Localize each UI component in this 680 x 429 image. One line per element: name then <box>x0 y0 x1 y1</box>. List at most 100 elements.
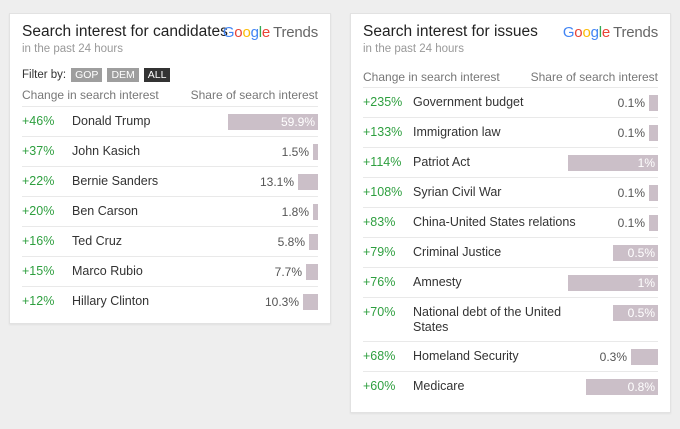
share-cell: 0.1% <box>558 215 658 231</box>
issues-title: Search interest for issues <box>363 23 538 40</box>
share-bar <box>306 264 318 280</box>
filter-dem-button[interactable]: DEM <box>107 67 139 82</box>
share-value: 7.7% <box>274 265 302 279</box>
item-name: Criminal Justice <box>413 245 502 259</box>
change-value: +83% <box>363 215 396 229</box>
change-value: +70% <box>363 305 396 319</box>
share-value: 13.1% <box>259 175 294 189</box>
share-bar <box>313 144 318 160</box>
issues-subtitle: in the past 24 hours <box>363 43 465 55</box>
share-cell: 13.1% <box>218 174 318 190</box>
candidates-list: +46% Donald Trump 59.9% +37% John Kasich 1.5%… <box>22 106 318 316</box>
list-item: +15% Marco Rubio 7.7% <box>22 256 318 286</box>
change-value: +12% <box>22 294 55 308</box>
change-value: +46% <box>22 114 55 128</box>
share-value: 0.5% <box>627 306 655 320</box>
item-name: John Kasich <box>72 144 141 158</box>
google-trends-logo: Google Trends <box>223 24 318 41</box>
filter-gop-button[interactable]: GOP <box>71 67 103 82</box>
change-value: +60% <box>363 379 396 393</box>
share-bar <box>298 174 318 190</box>
change-value: +37% <box>22 144 55 158</box>
google-logo-letter: e <box>261 24 271 41</box>
share-cell: 1% <box>558 155 658 171</box>
item-name: National debt of the United States <box>413 305 562 334</box>
item-name: Ben Carson <box>72 204 139 218</box>
google-logo-word: Google <box>563 24 610 41</box>
share-bar: 0.8% <box>586 379 658 395</box>
google-logo-letter: e <box>601 24 611 41</box>
share-value: 1% <box>637 276 655 290</box>
share-cell: 5.8% <box>218 234 318 250</box>
issues-header: Search interest for issues Google Trends <box>363 23 658 43</box>
share-cell: 0.5% <box>558 245 658 261</box>
item-name: Homeland Security <box>413 349 519 363</box>
issues-card: Search interest for issues Google Trends … <box>350 13 671 413</box>
share-bar: 1% <box>568 155 658 171</box>
share-cell: 1.8% <box>218 204 318 220</box>
item-name: Government budget <box>413 95 524 109</box>
column-header-share: Share of search interest <box>190 88 318 102</box>
filter-all-button[interactable]: ALL <box>143 67 171 82</box>
trends-logo-word: Trends <box>273 24 318 41</box>
google-logo-letter: g <box>250 24 259 41</box>
change-value: +15% <box>22 264 55 278</box>
item-name: Ted Cruz <box>72 234 123 248</box>
change-value: +235% <box>363 95 403 109</box>
share-value: 0.8% <box>627 380 655 394</box>
share-value: 10.3% <box>264 295 299 309</box>
column-header-share: Share of search interest <box>530 70 658 84</box>
trends-logo-word: Trends <box>613 24 658 41</box>
item-name: China-United States relations <box>413 215 576 229</box>
list-item: +37% John Kasich 1.5% <box>22 136 318 166</box>
share-value: 0.3% <box>599 350 627 364</box>
share-bar: 59.9% <box>228 114 318 130</box>
item-name: Hillary Clinton <box>72 294 150 308</box>
share-value: 1.5% <box>281 145 309 159</box>
filter-bar: Filter by: GOP DEM ALL <box>22 67 175 82</box>
share-bar <box>649 125 658 141</box>
share-cell: 0.5% <box>558 305 658 321</box>
share-bar: 1% <box>568 275 658 291</box>
candidates-column-headers: Change in search interest Share of searc… <box>22 88 318 104</box>
filter-label: Filter by: <box>22 68 67 81</box>
issues-column-headers: Change in search interest Share of searc… <box>363 70 658 86</box>
share-value: 5.8% <box>277 235 305 249</box>
list-item: +133% Immigration law 0.1% <box>363 117 658 147</box>
item-name: Medicare <box>413 379 465 393</box>
google-logo-letter: o <box>582 24 591 41</box>
share-cell: 0.1% <box>558 95 658 111</box>
share-cell: 10.3% <box>218 294 318 310</box>
candidates-card: Search interest for candidates Google Tre… <box>9 13 331 324</box>
candidates-title: Search interest for candidates <box>22 23 228 40</box>
google-logo-letter: g <box>590 24 599 41</box>
google-logo-letter: l <box>598 24 602 41</box>
item-name: Patriot Act <box>413 155 470 169</box>
list-item: +79% Criminal Justice 0.5% <box>363 237 658 267</box>
google-logo-letter: o <box>574 24 583 41</box>
list-item: +235% Government budget 0.1% <box>363 87 658 117</box>
share-cell: 0.3% <box>558 349 658 365</box>
change-value: +108% <box>363 185 403 199</box>
change-value: +76% <box>363 275 396 289</box>
google-logo-letter: o <box>234 24 243 41</box>
issues-list: +235% Government budget 0.1% +133% Immigrati… <box>363 87 658 401</box>
google-logo-letter: G <box>222 24 235 41</box>
share-bar <box>631 349 658 365</box>
item-name: Immigration law <box>413 125 501 139</box>
share-bar <box>303 294 318 310</box>
list-item: +76% Amnesty 1% <box>363 267 658 297</box>
share-cell: 7.7% <box>218 264 318 280</box>
list-item: +60% Medicare 0.8% <box>363 371 658 401</box>
list-item: +46% Donald Trump 59.9% <box>22 106 318 136</box>
change-value: +16% <box>22 234 55 248</box>
list-item: +83% China-United States relations 0.1% <box>363 207 658 237</box>
share-cell: 0.8% <box>558 379 658 395</box>
item-name: Donald Trump <box>72 114 151 128</box>
google-logo-letter: o <box>242 24 251 41</box>
google-trends-logo: Google Trends <box>563 24 658 41</box>
change-value: +20% <box>22 204 55 218</box>
share-cell: 1% <box>558 275 658 291</box>
item-name: Amnesty <box>413 275 462 289</box>
share-cell: 0.1% <box>558 125 658 141</box>
